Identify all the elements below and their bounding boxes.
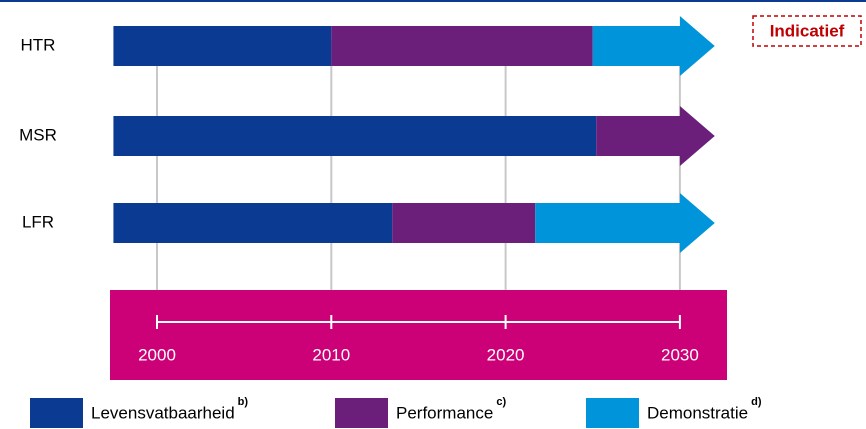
annotation-box [752,15,862,47]
top-rule [0,0,866,2]
annotation: Indicatief [770,21,845,40]
x-tick-label: 2010 [312,345,350,364]
row-label: MSR [19,125,57,144]
legend-label: Performance [396,403,493,422]
arrow-segment [596,106,715,166]
x-tick-label: 2020 [487,345,525,364]
bar-segment [113,116,597,156]
legend-note: c) [496,396,506,408]
legend-note: b) [238,396,249,408]
row-label: LFR [22,212,54,231]
legend-label: Levensvatbaarheid [91,403,235,422]
row-label: HTR [21,35,56,54]
axis-band [110,290,727,380]
bar-segment [113,203,393,243]
legend-swatch [586,398,639,428]
arrow-segment [535,193,715,253]
bar-segment [392,203,536,243]
legend-label: Demonstratie [647,403,748,422]
legend-note: d) [751,396,762,408]
legend-swatch [30,398,83,428]
bar-segment [331,26,593,66]
x-tick-label: 2030 [661,345,699,364]
arrow-segment [592,16,715,76]
legend-swatch [335,398,388,428]
bar-segment [113,26,332,66]
x-tick-label: 2000 [138,345,176,364]
